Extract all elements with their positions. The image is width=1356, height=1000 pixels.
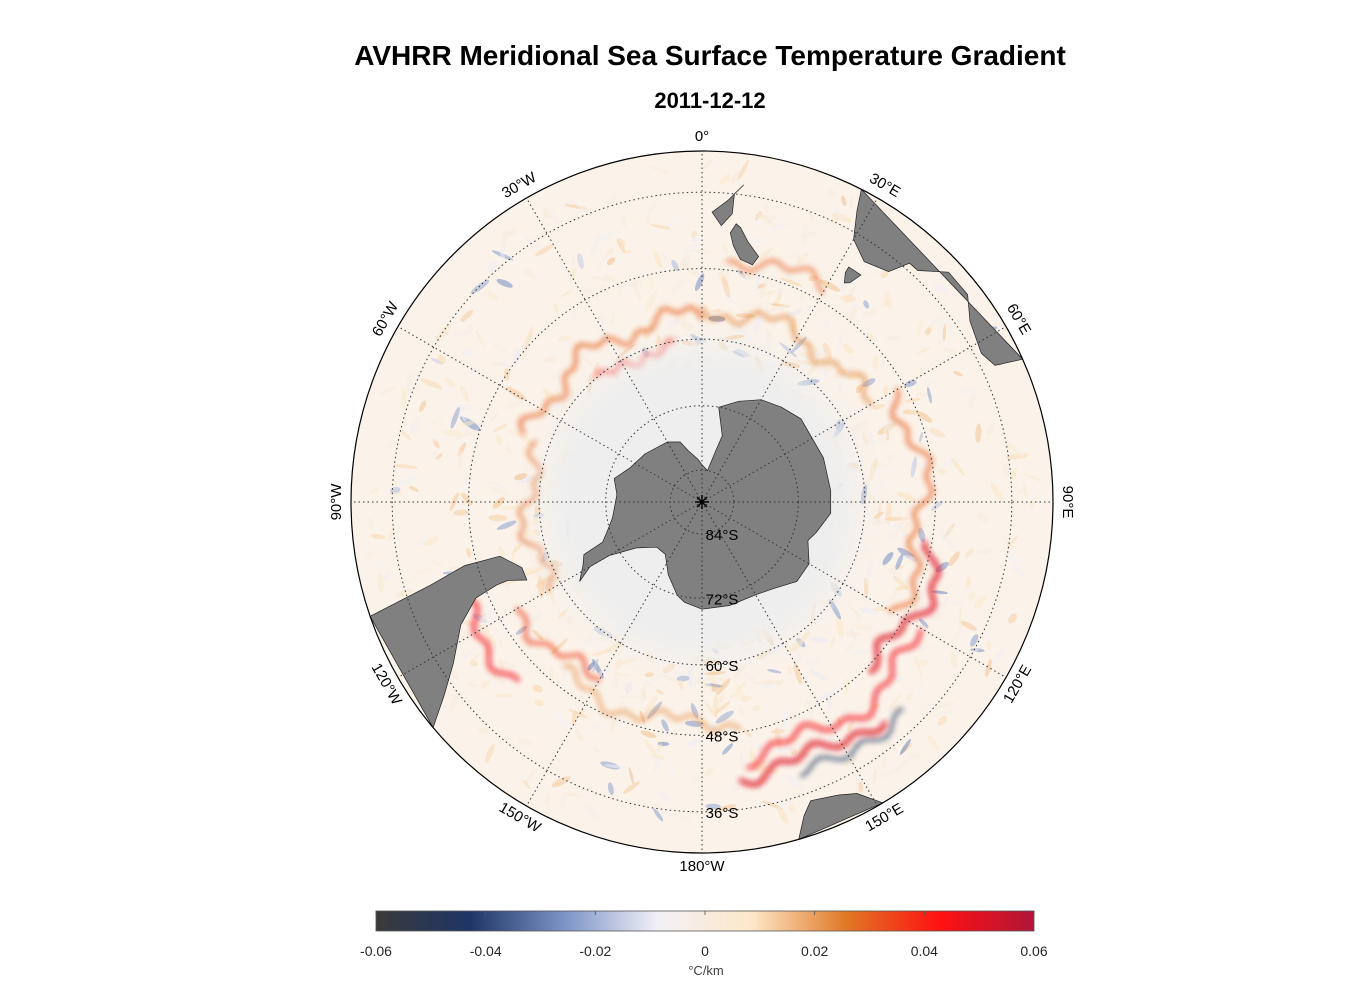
latitude-labels: 84°S 72°S 60°S 48°S 36°S: [706, 527, 739, 822]
colorbar-tick-label: 0.04: [911, 943, 938, 959]
longitude-label: 0°: [695, 128, 709, 145]
longitude-line: [397, 501, 703, 678]
colorbar-unit: °C/km: [688, 963, 724, 978]
colorbar-tick-label: 0.06: [1020, 943, 1047, 959]
longitude-line: [701, 501, 1007, 678]
longitude-line: [701, 197, 878, 503]
longitude-label: 180°W: [679, 858, 725, 875]
colorbar-tick-label: -0.06: [360, 943, 392, 959]
latitude-label: 36°S: [706, 805, 739, 822]
colorbar-ticks: -0.06 -0.04 -0.02 0 0.02 0.04 0.06: [360, 911, 1048, 959]
colorbar-tick-label: -0.02: [579, 943, 611, 959]
graticule: [351, 151, 1053, 853]
latitude-circle: [605, 405, 799, 599]
longitude-line: [701, 501, 878, 807]
map-date: 2011-12-12: [654, 88, 766, 113]
latitude-label: 72°S: [706, 591, 739, 608]
longitude-line: [526, 197, 703, 503]
longitude-line: [701, 326, 1007, 503]
latitude-label: 60°S: [706, 658, 739, 675]
latitude-label: 84°S: [706, 527, 739, 544]
australia: [853, 188, 1024, 366]
map-frame: [350, 150, 1054, 854]
map-title: AVHRR Meridional Sea Surface Temperature…: [354, 40, 1066, 71]
tasmania: [843, 266, 862, 284]
colorbar-tick-label: 0.02: [801, 943, 828, 959]
longitude-label: 90°W: [328, 483, 345, 521]
longitude-label: 90°E: [1059, 486, 1076, 519]
new-zealand-north-island: [711, 184, 744, 227]
latitude-circle: [391, 191, 1013, 813]
longitude-line: [526, 501, 703, 807]
latitude-circle: [468, 268, 936, 736]
latitude-label: 48°S: [706, 728, 739, 745]
longitude-line: [397, 326, 703, 503]
pole-marker: [695, 495, 709, 509]
new-zealand-south-island: [729, 223, 760, 266]
colorbar: -0.06 -0.04 -0.02 0 0.02 0.04 0.06 °C/km: [360, 910, 1048, 978]
south-america: [369, 555, 528, 729]
colorbar-tick-label: -0.04: [470, 943, 502, 959]
colorbar-tick-label: 0: [701, 943, 709, 959]
